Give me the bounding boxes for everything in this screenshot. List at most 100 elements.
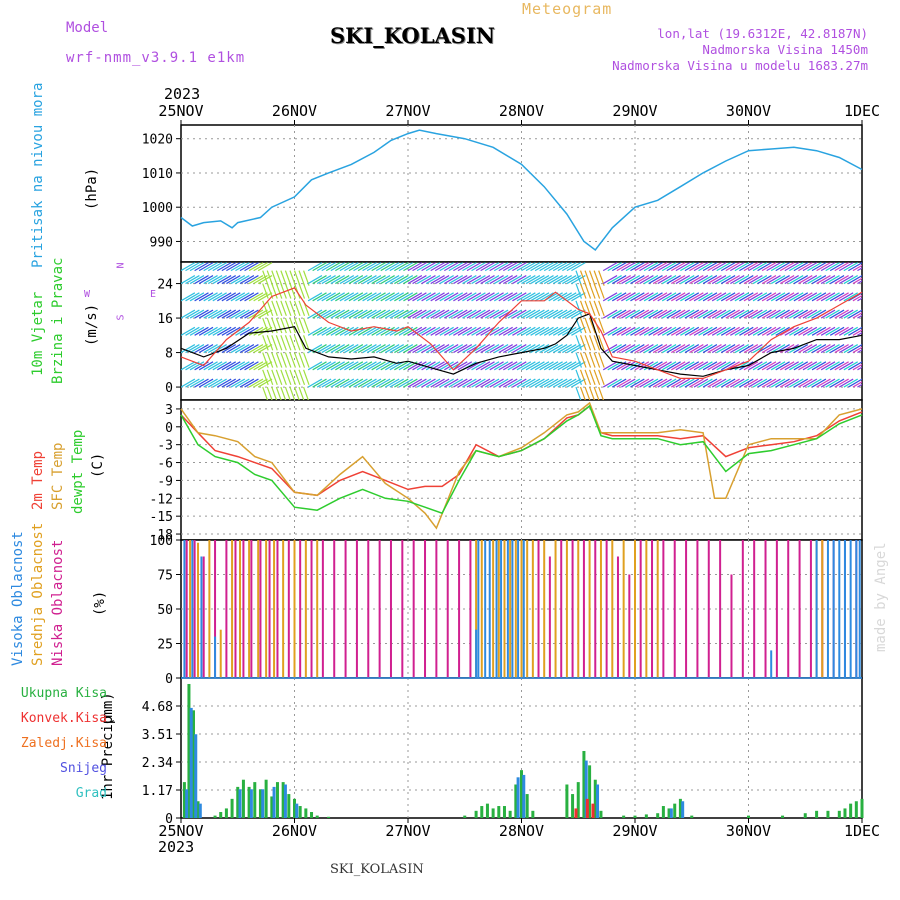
wind-barb bbox=[693, 275, 709, 285]
wind-barb bbox=[380, 344, 395, 354]
wind-barb bbox=[548, 275, 563, 285]
wind-barb bbox=[671, 309, 686, 319]
precip-bar-total bbox=[747, 815, 750, 818]
wind-barb bbox=[793, 361, 809, 371]
wind-barb bbox=[230, 309, 246, 319]
ytick-label-precip: 0 bbox=[165, 812, 173, 827]
wind-barb bbox=[766, 361, 781, 371]
wind-barb bbox=[693, 361, 709, 371]
wind-barb bbox=[584, 352, 592, 368]
wind-barb bbox=[371, 378, 386, 388]
wind-barb bbox=[444, 309, 459, 319]
wind-barb bbox=[720, 326, 736, 336]
wind-barb bbox=[471, 292, 486, 302]
wind-barb bbox=[820, 275, 836, 285]
wind-barb bbox=[634, 378, 650, 388]
wind-barb bbox=[284, 352, 292, 368]
wind-barb bbox=[575, 335, 583, 351]
wind-barb bbox=[257, 361, 273, 371]
wind-barb bbox=[621, 292, 636, 302]
wind-barb bbox=[475, 275, 491, 285]
precip-bar-total bbox=[491, 808, 495, 818]
wind-barb bbox=[807, 344, 822, 354]
wind-barb bbox=[789, 378, 804, 388]
wind-barb bbox=[625, 275, 641, 285]
wind-barb bbox=[357, 361, 373, 371]
wind-barb bbox=[407, 309, 423, 319]
xtick-label-top: 25NOV bbox=[158, 102, 203, 120]
wind-barb bbox=[421, 326, 436, 336]
wind-barb bbox=[807, 361, 822, 371]
wind-barb bbox=[639, 378, 654, 388]
year-bottom: 2023 bbox=[158, 838, 195, 856]
wind-barb bbox=[698, 309, 713, 319]
wind-barb bbox=[525, 309, 541, 319]
wind-barb bbox=[266, 369, 274, 386]
wind-barb bbox=[293, 270, 301, 286]
wind-barb bbox=[852, 312, 862, 319]
wind-barb bbox=[802, 344, 818, 354]
wind-barb bbox=[798, 292, 813, 302]
wind-barb bbox=[189, 275, 205, 285]
wind-barb bbox=[275, 335, 283, 351]
wind-barb bbox=[212, 361, 227, 371]
wind-barb bbox=[489, 292, 504, 302]
wind-barb bbox=[448, 344, 464, 354]
wind-barb bbox=[448, 292, 464, 302]
wind-barb bbox=[793, 292, 809, 302]
wind-barb bbox=[621, 361, 636, 371]
wind-barb bbox=[571, 292, 586, 302]
wind-barb bbox=[416, 292, 432, 302]
wind-barb bbox=[707, 344, 722, 354]
precip-bar-total bbox=[576, 782, 580, 818]
wind-barb bbox=[557, 326, 572, 336]
wind-barb bbox=[321, 326, 336, 336]
precip-bar-total bbox=[293, 798, 296, 818]
precip-bar-total bbox=[270, 796, 274, 818]
wind-barb bbox=[266, 352, 274, 368]
wind-barb bbox=[811, 292, 827, 302]
wind-barb bbox=[784, 326, 799, 336]
wind-barb bbox=[489, 275, 504, 285]
wind-barb bbox=[430, 275, 445, 285]
wind-barb bbox=[571, 344, 586, 354]
wind-barb bbox=[602, 326, 618, 336]
wind-barb bbox=[307, 344, 323, 354]
wind-barb bbox=[807, 326, 822, 336]
xtick-label-top: 29NOV bbox=[612, 102, 657, 120]
wind-barb bbox=[543, 262, 559, 272]
wind-barb bbox=[248, 344, 264, 354]
wind-barb bbox=[512, 344, 527, 354]
wind-barb bbox=[584, 283, 592, 299]
wind-barb bbox=[575, 369, 583, 386]
wind-barb bbox=[857, 331, 862, 336]
precip-bar-total bbox=[661, 806, 665, 818]
wind-barb bbox=[239, 378, 255, 388]
wind-barb bbox=[325, 262, 341, 272]
wind-barb bbox=[257, 262, 273, 272]
wind-barb bbox=[761, 361, 777, 371]
wind-barb bbox=[507, 309, 523, 319]
wind-barb bbox=[412, 309, 427, 319]
wind-barb bbox=[503, 292, 518, 302]
wind-barb bbox=[711, 309, 727, 319]
wind-barb bbox=[289, 386, 296, 400]
wind-barb bbox=[307, 292, 323, 302]
wind-barb bbox=[530, 344, 545, 354]
wind-barb bbox=[466, 309, 482, 319]
wind-barb bbox=[707, 361, 722, 371]
wind-barb bbox=[217, 309, 232, 319]
wind-barb bbox=[457, 275, 473, 285]
wind-barb bbox=[521, 361, 536, 371]
wind-barb bbox=[416, 262, 432, 272]
wind-barb bbox=[466, 378, 482, 388]
wind-barb bbox=[657, 262, 672, 272]
wind-barb bbox=[798, 262, 813, 272]
ytick-label-temperature: -18 bbox=[150, 528, 173, 543]
wind-barb bbox=[181, 309, 196, 319]
wind-barb bbox=[493, 344, 509, 354]
wind-barb bbox=[375, 361, 391, 371]
wind-barb bbox=[720, 275, 736, 285]
wind-barb bbox=[589, 369, 596, 386]
wind-barb bbox=[693, 378, 709, 388]
